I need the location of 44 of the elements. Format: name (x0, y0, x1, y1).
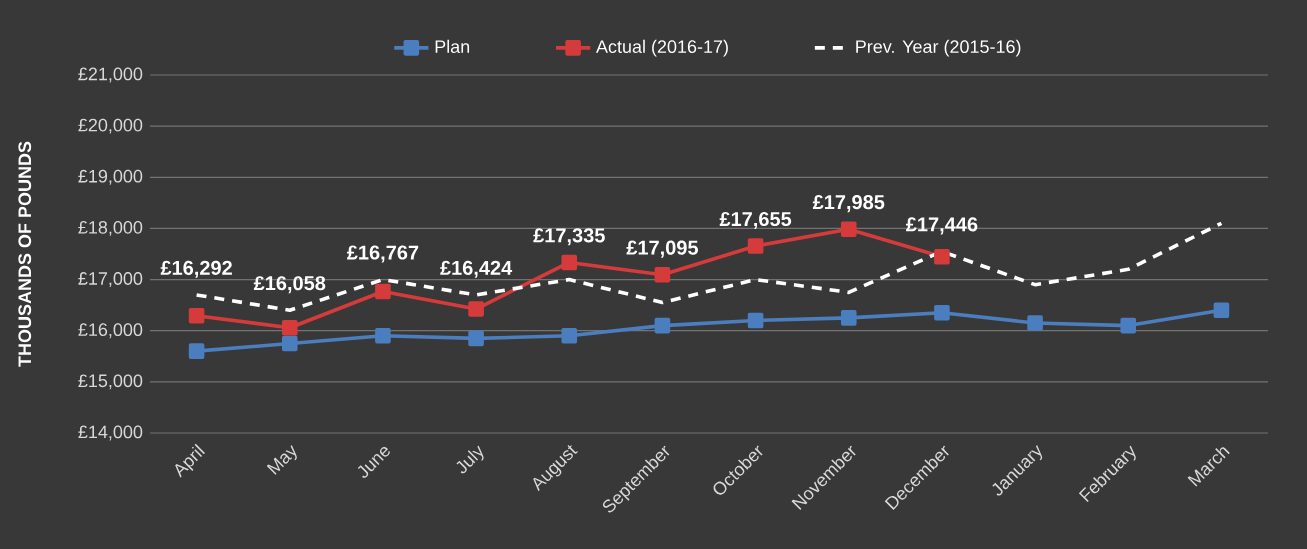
point (654, 266, 671, 283)
legend-label: Prev. Year (2015-16) (856, 39, 1021, 57)
point (1213, 302, 1230, 319)
point (281, 319, 298, 336)
point (561, 328, 578, 344)
legend-label: Plan (435, 39, 470, 54)
y-axis-title: THOUSANDS OF POUNDS (18, 141, 32, 367)
point (375, 283, 391, 300)
legend-label: Actual (2016-17) (596, 39, 728, 57)
data-label: £16,424 (440, 260, 513, 278)
y-tick-label: £16,000 (78, 323, 143, 339)
point (934, 305, 950, 321)
y-tick-label: £14,000 (78, 425, 143, 441)
y-tick-label: £15,000 (78, 374, 143, 390)
data-label: £17,446 (905, 217, 978, 235)
y-tick-label: £19,000 (78, 169, 143, 185)
data-label: £17,985 (812, 195, 885, 213)
point (375, 328, 391, 344)
y-tick-label: £17,000 (78, 272, 143, 287)
y-tick-label: £18,000 (78, 220, 143, 236)
y-tick-label: £21,000 (78, 67, 143, 83)
data-label: £16,292 (160, 260, 232, 278)
point (1027, 315, 1043, 331)
point (654, 317, 671, 334)
point (747, 312, 764, 329)
data-label: £17,335 (533, 228, 605, 246)
point (1120, 317, 1137, 334)
y-tick-label: £20,000 (78, 118, 143, 134)
data-label: £16,058 (253, 276, 326, 294)
point (468, 330, 484, 347)
data-label: £16,767 (346, 245, 419, 263)
point (188, 307, 205, 324)
x-tick-label: May (266, 445, 297, 475)
point (281, 335, 298, 352)
point (934, 248, 950, 265)
point (840, 221, 857, 237)
point (747, 238, 764, 254)
x-tick-label: July (456, 445, 484, 474)
point (840, 310, 857, 326)
data-label: £17,095 (626, 240, 698, 258)
point (468, 301, 484, 317)
point (561, 254, 578, 271)
data-label: £17,655 (719, 211, 792, 230)
point (188, 343, 205, 359)
